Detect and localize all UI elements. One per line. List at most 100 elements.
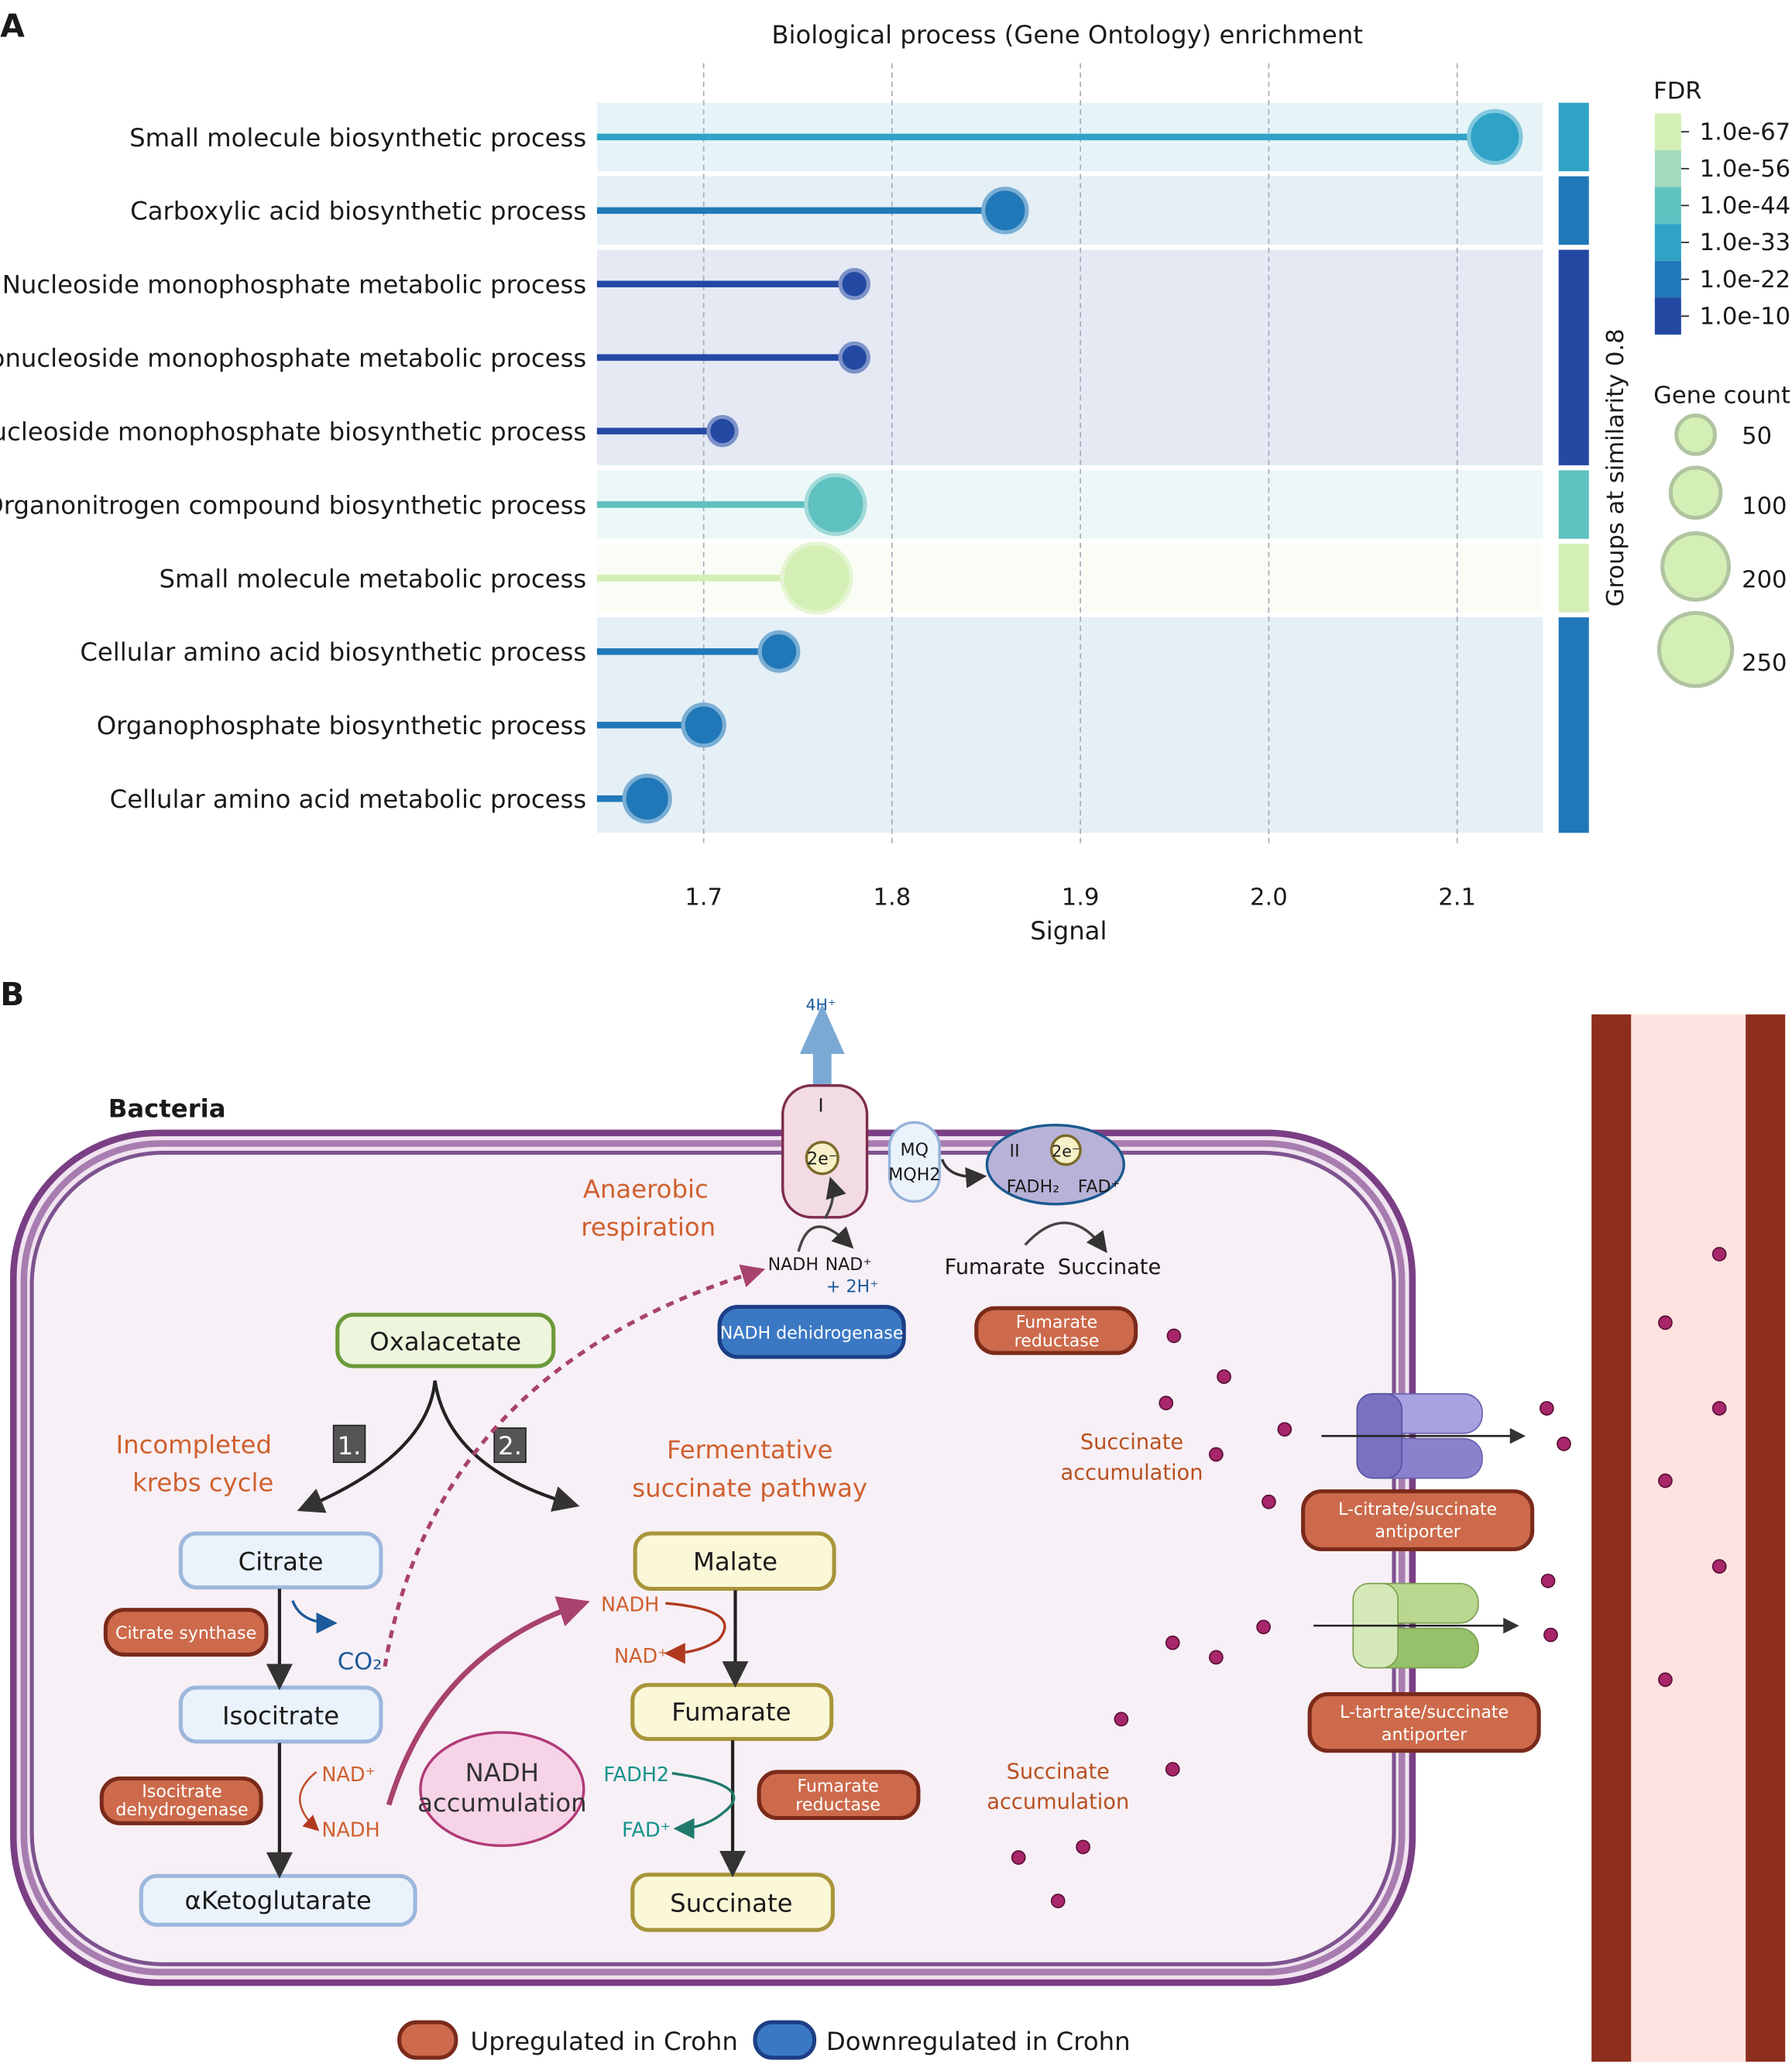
branch-arrow-1 (297, 1380, 437, 1513)
fad-label: FAD⁺ (622, 1818, 671, 1842)
lollipop-point (681, 702, 726, 748)
x-tick-label: 1.7 (685, 884, 723, 912)
size-swatch (1656, 610, 1735, 688)
fumarate-label: Fumarate (945, 1255, 1045, 1279)
nad-label: NAD⁺ (614, 1645, 668, 1668)
size-legend: 50 100 200 250 (1656, 413, 1787, 688)
lollipop-point (706, 414, 739, 448)
co2-arrow (291, 1600, 338, 1634)
lollipop-point (757, 630, 801, 673)
anaerobic-label: Anaerobic (583, 1174, 709, 1203)
nadh-nad-arrow (664, 1602, 726, 1664)
branch-arrow-2 (433, 1380, 580, 1512)
size-label: 250 (1742, 650, 1787, 677)
svg-text:Fumarate: Fumarate (1016, 1313, 1098, 1333)
fdr-legend: 1.0e-67 1.0e-56 1.0e-44 1.0e-33 1.0e-22 1.0e-… (1654, 113, 1791, 335)
upregulated-swatch (397, 2020, 458, 2060)
fumarate-node: Fumarate (630, 1683, 834, 1741)
size-label: 200 (1742, 567, 1787, 594)
fdr-swatch (1654, 297, 1681, 335)
category-label: Small molecule metabolic process (159, 564, 586, 593)
tartrate-antiporter-enzyme: L-tartrate/succinate antiporter (1307, 1692, 1541, 1753)
x-axis-label: Signal (1030, 916, 1107, 946)
fdr-label: 1.0e-56 (1700, 156, 1791, 183)
svg-text:Succinate: Succinate (670, 1888, 792, 1918)
citrate-antiporter-enzyme: L-citrate/succinate antiporter (1301, 1489, 1535, 1552)
category-label: Cellular amino acid biosynthetic process (80, 637, 586, 667)
group-bar (1558, 470, 1589, 539)
electron-icon (805, 1141, 839, 1176)
fdr-legend-title: FDR (1653, 78, 1701, 105)
citrate-node: Citrate (178, 1531, 383, 1590)
isocitrate-node: Isocitrate (178, 1685, 383, 1744)
svg-text:L-tartrate/succinate: L-tartrate/succinate (1340, 1702, 1509, 1722)
svg-text:Fumarate: Fumarate (797, 1776, 879, 1796)
step-2-label: 2. (498, 1431, 522, 1461)
succinate-dot (1159, 1396, 1174, 1411)
fadh2-fad-arrow (671, 1771, 736, 1839)
nad-label: NAD⁺ (321, 1763, 376, 1787)
succinate-dot (1076, 1839, 1090, 1855)
nadh-arrow (797, 1225, 854, 1252)
bacteria-label: Bacteria (108, 1094, 226, 1124)
lollipop-point (838, 267, 871, 300)
succinate-dot (1166, 1328, 1182, 1344)
succinate-dot (1277, 1422, 1293, 1437)
succinate-label: Succinate (1058, 1255, 1161, 1279)
protons-out: 4H⁺ (805, 996, 836, 1015)
fdr-swatch (1654, 224, 1681, 261)
category-label: Small molecule biosynthetic process (129, 123, 586, 153)
lollipop-point (804, 472, 867, 537)
svg-text:reductase: reductase (1014, 1331, 1100, 1351)
succinate-dot (1658, 1672, 1673, 1688)
nadh-dehydrogenase-enzyme: NADH dehidrogenase (717, 1304, 906, 1359)
svg-text:Malate: Malate (693, 1547, 778, 1577)
group-bar (1558, 102, 1589, 172)
fumarate-succinate-arrow (1024, 1221, 1107, 1254)
succinate-dot (1658, 1315, 1673, 1331)
svg-text:antiporter: antiporter (1375, 1522, 1461, 1542)
size-swatch (1660, 531, 1731, 602)
x-tick-label: 1.8 (874, 884, 911, 912)
citrate-synthase-enzyme: Citrate synthase (103, 1608, 269, 1657)
lollipop-point (780, 541, 853, 615)
category-label: Organonitrogen compound biosynthetic pro… (0, 490, 586, 520)
fdr-swatch (1654, 149, 1681, 187)
succinate-accumulation-label-2: accumulation (987, 1791, 1129, 1815)
size-label: 50 (1742, 423, 1772, 450)
step-1-badge (332, 1424, 366, 1464)
complex-ii-label: II (1010, 1142, 1020, 1162)
succinate-dot (1711, 1559, 1727, 1574)
fdr-label: 1.0e-22 (1700, 266, 1791, 294)
fdr-label: 1.0e-44 (1700, 193, 1791, 220)
chart-a: 1.7 1.8 1.9 2.0 2.1 Small molecule biosynthet… (0, 63, 1589, 912)
category-label: Ribonucleoside monophosphate metabolic p… (0, 344, 586, 373)
succinate-dot (1262, 1494, 1276, 1509)
svg-text:reductase: reductase (795, 1794, 881, 1815)
step-2-badge (493, 1427, 527, 1464)
succinate-accumulation-label: Succinate (1007, 1760, 1110, 1784)
succinate-dot (1256, 1619, 1271, 1635)
succinate-node: Succinate (630, 1873, 835, 1932)
mq-label: MQ (901, 1140, 929, 1160)
krebs-label: Incompleted (116, 1430, 272, 1459)
group-bar (1558, 544, 1589, 613)
electron-arrow (823, 1176, 846, 1220)
succinate-dot (1540, 1573, 1556, 1588)
citrate-antiporter-transporter (1321, 1392, 1526, 1479)
succinate-molecules (1011, 1247, 1727, 1909)
succinate-accumulation-label: Succinate (1080, 1430, 1183, 1454)
nadh-transfer-arrow (383, 1264, 766, 1667)
category-label: Nucleoside monophosphate biosynthetic pr… (0, 417, 586, 447)
fermentative-label: Fermentative (667, 1435, 832, 1464)
downregulated-swatch (753, 2020, 817, 2060)
group-bar (1558, 176, 1589, 245)
malate-node: Malate (633, 1531, 836, 1591)
panel-label-b: B (0, 976, 24, 1013)
size-swatch (1674, 413, 1717, 456)
succinate-dot (1209, 1447, 1224, 1462)
size-legend-title: Gene count (1653, 383, 1790, 410)
svg-text:αKetoglutarate: αKetoglutarate (185, 1886, 372, 1915)
